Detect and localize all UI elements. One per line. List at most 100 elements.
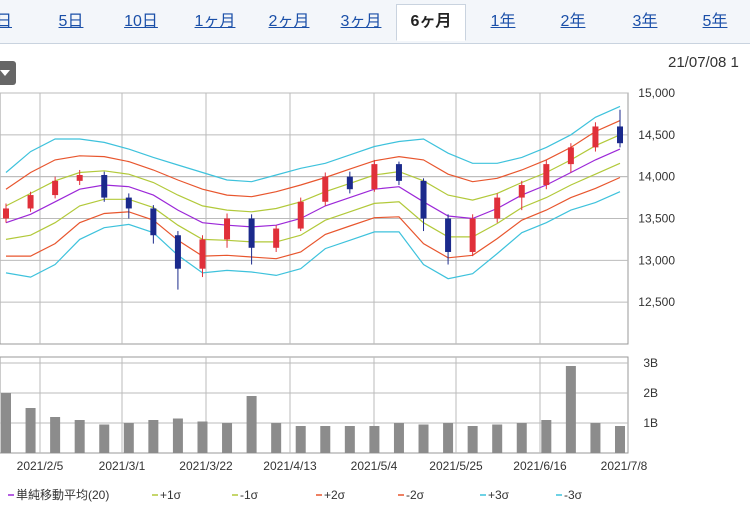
candle-body (395, 164, 402, 181)
volume-bar (222, 423, 233, 453)
volume-bar (148, 420, 159, 453)
legend-label: -2σ (406, 488, 425, 502)
date-tick-label: 2021/3/1 (99, 459, 146, 473)
date-tick-label: 2021/6/16 (513, 459, 567, 473)
legend-label: -1σ (240, 488, 259, 502)
tab-1y[interactable]: 1年 (490, 13, 516, 30)
candle-body (420, 180, 427, 219)
price-axis: 12,500 13,000 13,500 14,000 14,500 15,000 (638, 86, 675, 309)
volume-bar (615, 426, 625, 453)
candle-body (297, 201, 304, 229)
candle-body (224, 218, 231, 240)
main-chart-grid (0, 92, 629, 345)
series-line (5, 162, 621, 243)
chevron-down-icon (0, 70, 10, 76)
candle-body (592, 126, 599, 148)
candle-body (494, 197, 501, 219)
price-tick-label: 12,500 (638, 295, 675, 309)
volume-bar (516, 423, 527, 453)
date-axis: 2021/2/5 2021/3/1 2021/3/22 2021/4/13 2021/5… (17, 459, 648, 473)
volume-bar (74, 420, 85, 453)
volume-plot-frame (0, 356, 629, 454)
date-tick-label: 2021/5/25 (429, 459, 483, 473)
candle-body (150, 208, 157, 236)
volume-bar (271, 423, 282, 453)
tab-1d[interactable]: 日 (0, 13, 12, 30)
date-tick-label: 2021/7/8 (601, 459, 648, 473)
volume-bar (492, 424, 503, 453)
legend-label: +2σ (324, 488, 346, 502)
volume-tick-label: 2B (643, 386, 658, 400)
period-tab-bar: 日 5日 10日 1ヶ月 2ヶ月 3ヶ月 6ヶ月 1年 2年 3年 5年 (0, 0, 750, 44)
volume-bar (50, 417, 61, 453)
tab-2y[interactable]: 2年 (560, 13, 586, 30)
date-tick-label: 2021/4/13 (263, 459, 317, 473)
legend-label: +3σ (488, 488, 510, 502)
tab-3y[interactable]: 3年 (632, 13, 658, 30)
volume-bar (197, 421, 208, 453)
volume-bar (172, 418, 183, 453)
volume-bar (590, 423, 601, 453)
bollinger-lines (5, 105, 621, 280)
volume-bar (369, 426, 380, 453)
price-tick-label: 13,500 (638, 212, 675, 226)
candle-body (76, 174, 83, 181)
date-tick-label: 2021/3/22 (179, 459, 233, 473)
candle-body (199, 239, 206, 269)
tab-2m[interactable]: 2ヶ月 (268, 13, 310, 30)
candle-body (174, 235, 181, 269)
candle-body (567, 147, 574, 165)
tab-3m[interactable]: 3ヶ月 (340, 13, 382, 30)
volume-bar (99, 424, 110, 453)
legend-label: +1σ (160, 488, 182, 502)
candle-body (469, 218, 476, 252)
volume-bar (467, 426, 478, 453)
volume-bar (541, 420, 552, 453)
candle-body (543, 164, 550, 186)
candle-body (346, 176, 353, 190)
series-line (5, 191, 621, 280)
series-line (5, 120, 621, 198)
candlesticks (3, 109, 623, 290)
candle-body (52, 180, 59, 196)
date-tick-label: 2021/2/5 (17, 459, 64, 473)
candle-body (125, 197, 132, 209)
candle-body (248, 218, 255, 248)
legend: 単純移動平均(20) +1σ -1σ +2σ -2σ +3σ -3σ (8, 488, 583, 502)
volume-bars (1, 366, 625, 453)
volume-bar (565, 366, 576, 453)
series-line (6, 176, 621, 260)
candle-body (322, 176, 329, 202)
date-label: 21/07/08 1 (668, 54, 739, 71)
candle-body (273, 228, 280, 248)
volume-bar (344, 426, 355, 453)
price-tick-label: 15,000 (638, 86, 675, 100)
chart-type-dropdown[interactable] (0, 61, 16, 85)
volume-bar (393, 423, 404, 453)
volume-axis: 1B 2B 3B (643, 356, 658, 430)
legend-label: 単純移動平均(20) (16, 488, 109, 502)
tab-1m[interactable]: 1ヶ月 (194, 13, 236, 30)
date-tick-label: 2021/5/4 (351, 459, 398, 473)
volume-bar (295, 426, 306, 453)
tab-5y[interactable]: 5年 (702, 13, 728, 30)
candle-body (371, 164, 378, 190)
volume-bar (320, 426, 331, 453)
candle-body (445, 218, 452, 252)
series-line (5, 134, 621, 213)
tab-6m[interactable]: 6ヶ月 (396, 4, 466, 41)
series-line (5, 148, 621, 228)
tab-10d[interactable]: 10日 (124, 13, 158, 30)
volume-bar (123, 423, 134, 453)
price-tick-label: 14,500 (638, 128, 675, 142)
price-tick-label: 14,000 (638, 170, 675, 184)
volume-bar (1, 393, 11, 453)
candle-body (617, 126, 623, 144)
candle-body (27, 195, 34, 209)
candle-body (3, 208, 9, 219)
candle-body (518, 185, 525, 198)
volume-bar (25, 408, 36, 453)
tab-5d[interactable]: 5日 (58, 13, 84, 30)
candle-body (101, 174, 108, 198)
